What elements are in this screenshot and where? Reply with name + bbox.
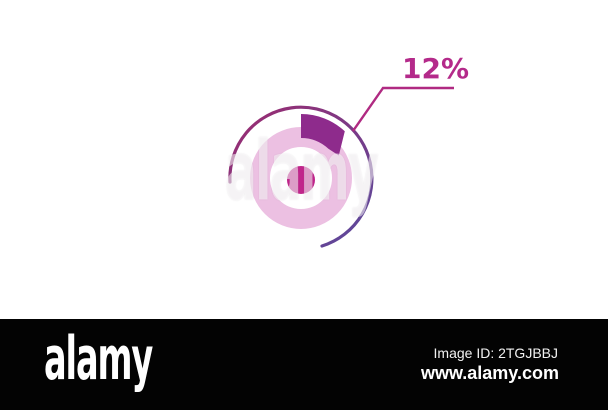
outer-progress-ring (228, 105, 374, 248)
segment-12-percent (301, 113, 345, 156)
center-dot (287, 166, 315, 194)
percentage-label: 12% (402, 52, 470, 85)
footer-bar: alamy Image ID: 2TGJBBJ www.alamy.com (0, 319, 608, 410)
callout-line (352, 86, 454, 132)
image-id-text: Image ID: 2TGJBBJ (433, 345, 558, 361)
website-url-text: www.alamy.com (420, 363, 559, 383)
alamy-logo: alamy (44, 324, 153, 394)
